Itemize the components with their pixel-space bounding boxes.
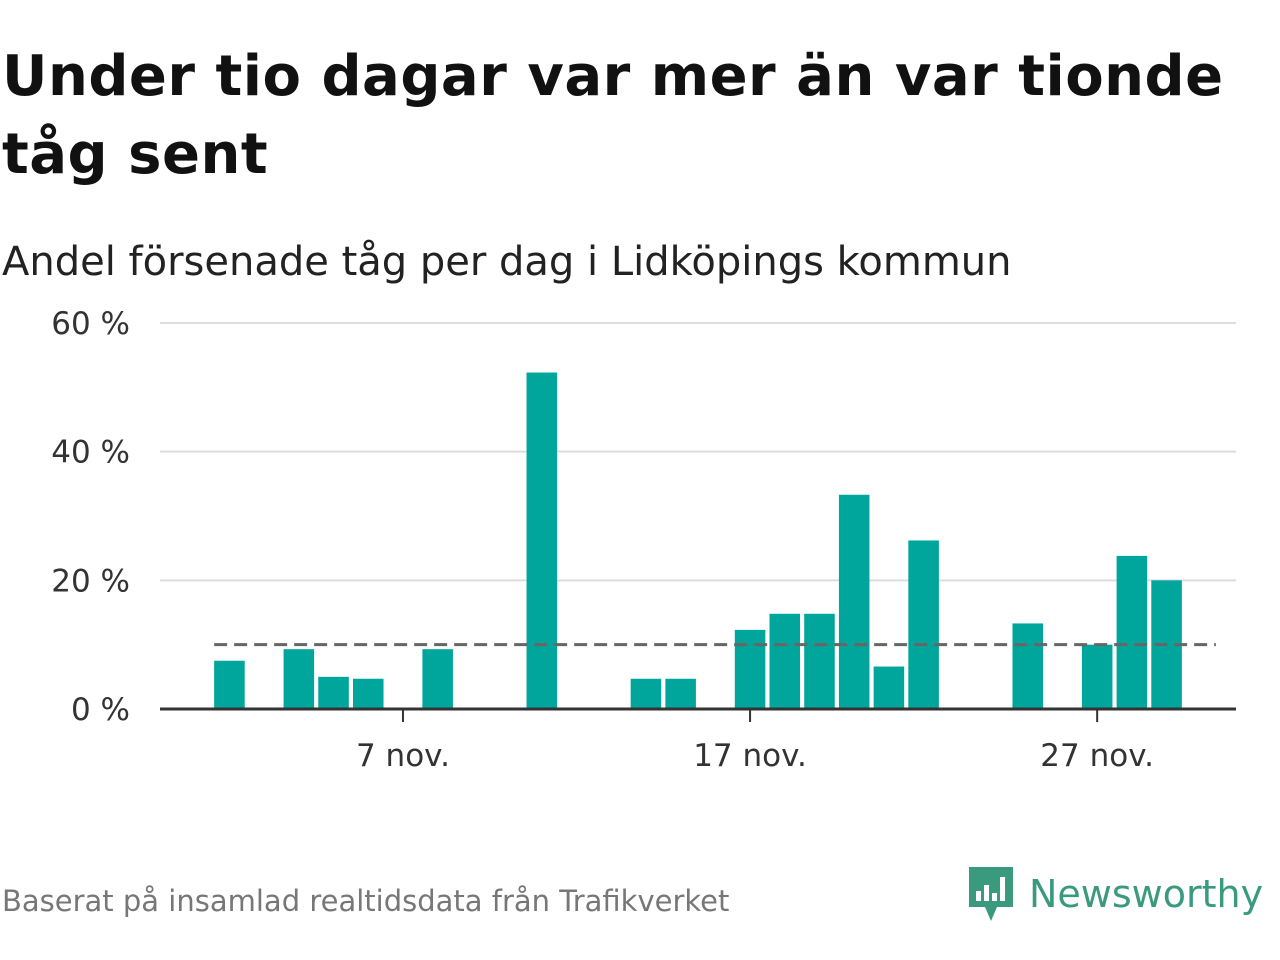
x-axis: 7 nov. 17 nov. 27 nov.: [160, 707, 1236, 774]
x-tick-label: 27 nov.: [1040, 738, 1154, 774]
bar: [352, 678, 384, 709]
y-tick-label: 20 %: [51, 563, 130, 599]
bar: [804, 613, 835, 709]
bar: [318, 676, 349, 709]
bar: [630, 678, 662, 709]
newsworthy-logo-icon: [969, 867, 1013, 921]
bar: [1116, 555, 1148, 709]
bar: [283, 649, 315, 709]
brand-logo: Newsworthy: [965, 862, 1263, 926]
bar: [908, 540, 939, 709]
brand-name: Newsworthy: [1029, 872, 1264, 916]
bar: [734, 629, 766, 709]
y-tick-label: 0 %: [71, 692, 130, 728]
bar: [873, 666, 905, 709]
x-tick-label: 7 nov.: [356, 738, 450, 774]
grid-lines: [160, 322, 1236, 582]
bar: [214, 660, 245, 709]
bar: [422, 649, 453, 709]
y-tick-label: 40 %: [51, 435, 130, 471]
bar: [1081, 644, 1113, 709]
bar: [838, 494, 870, 709]
y-axis-labels: 0 % 20 % 40 % 60 %: [51, 306, 130, 728]
bar: [1012, 623, 1044, 709]
bar: [526, 372, 558, 709]
bar-chart: 0 % 20 % 40 % 60 % 7 nov. 17 nov. 27 nov.: [51, 306, 1236, 774]
bar: [665, 678, 696, 709]
bar: [769, 613, 801, 709]
chart-title: Under tio dagar var mer än var tionde tå…: [2, 44, 1224, 187]
x-tick-label: 17 nov.: [693, 738, 807, 774]
chart-subtitle: Andel försenade tåg per dag i Lidköpings…: [2, 239, 1012, 285]
y-tick-label: 60 %: [51, 306, 130, 342]
bars: [214, 372, 1182, 709]
source-note: Baserat på insamlad realtidsdata från Tr…: [2, 884, 730, 918]
